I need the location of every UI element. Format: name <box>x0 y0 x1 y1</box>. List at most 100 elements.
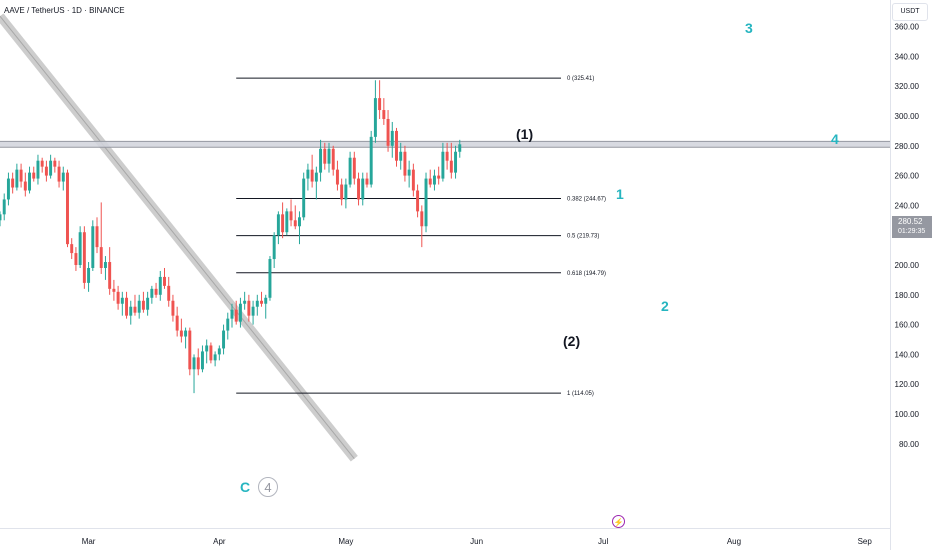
candle-body <box>74 253 78 265</box>
candle-body <box>28 172 32 191</box>
candle-body <box>373 98 377 137</box>
descending-channel-line[interactable] <box>0 13 358 462</box>
candle-body <box>458 144 462 152</box>
candle-body <box>222 330 226 349</box>
candle-body <box>133 306 137 313</box>
candle-body <box>293 220 297 227</box>
symbol-title: AAVE / TetherUS · 1D · BINANCE <box>4 6 125 15</box>
candle-body <box>251 306 255 316</box>
candle-body <box>243 300 247 304</box>
fib-level-label: 0.382 (244.67) <box>567 196 606 202</box>
candle-body <box>411 169 415 191</box>
price-tick-label: 320.00 <box>895 82 920 91</box>
candle-body <box>213 354 217 361</box>
candle-body <box>407 169 411 176</box>
candle-body <box>57 166 61 182</box>
candle-body <box>209 345 213 361</box>
resistance-band[interactable] <box>0 140 890 148</box>
price-tick-label: 180.00 <box>895 291 920 300</box>
candle-body <box>146 297 150 310</box>
candle-body <box>314 172 318 182</box>
fibonacci-retracement[interactable]: 0 (325.41) 0.382 (244.67) 0.5 (219.73) 0.61… <box>236 76 606 397</box>
bar-countdown: 01:29:35 <box>898 228 926 235</box>
candle-body <box>255 300 259 307</box>
candle-body <box>441 151 445 179</box>
candle-body <box>129 306 133 316</box>
candle-body <box>289 211 293 221</box>
price-tick-label: 100.00 <box>895 410 920 419</box>
candle-body <box>335 169 339 185</box>
wave-3-label[interactable]: 3 <box>745 20 753 36</box>
candle-body <box>403 151 407 176</box>
candle-body <box>82 232 86 283</box>
grid <box>0 0 891 550</box>
wave-2-label[interactable]: 2 <box>661 298 669 314</box>
candle-body <box>264 297 268 304</box>
candle-body <box>272 235 276 260</box>
candle-body <box>424 178 428 227</box>
candle-body <box>357 178 361 200</box>
candle-body <box>49 160 53 176</box>
fib-level-label: 0.5 (219.73) <box>567 234 599 240</box>
candle-body <box>432 175 436 185</box>
time-tick-label: Mar <box>82 537 96 546</box>
wave-c-label[interactable]: C <box>240 479 251 495</box>
time-axis[interactable]: Mar Apr May Jun Jul Aug Sep <box>82 537 873 546</box>
candle-body <box>103 262 107 268</box>
candle-body <box>306 169 310 179</box>
candle-body <box>11 178 15 188</box>
price-tick-label: 360.00 <box>895 23 920 32</box>
price-tick-label: 340.00 <box>895 52 920 61</box>
candle-body <box>276 214 280 236</box>
time-tick-label: Jul <box>598 537 608 546</box>
trendline-core <box>0 15 355 460</box>
candle-body <box>125 297 129 316</box>
candle-body <box>298 217 301 227</box>
candle-body <box>226 318 230 331</box>
price-tick-label: 240.00 <box>895 201 920 210</box>
candle-body <box>230 309 234 319</box>
candle-body <box>395 130 398 161</box>
wave-2-primary-label[interactable]: (2) <box>563 333 581 349</box>
time-tick-label: Jun <box>470 537 483 546</box>
candle-body <box>120 297 124 304</box>
candle-body <box>369 136 373 185</box>
candle-body <box>361 178 365 200</box>
candle-body <box>70 244 74 254</box>
candle-body <box>238 303 242 322</box>
candle-body <box>205 345 209 352</box>
candle-body <box>352 157 356 179</box>
candle-body <box>310 169 314 182</box>
candle-body <box>150 288 154 298</box>
candle-body <box>344 184 348 200</box>
lightning-icon[interactable]: ⚡ <box>612 515 625 528</box>
candle-body <box>428 178 432 185</box>
candle-body <box>378 98 382 111</box>
candle-body <box>36 160 40 179</box>
time-tick-label: Apr <box>213 537 226 546</box>
resistance-zone[interactable] <box>0 141 890 148</box>
candle-body <box>61 172 65 182</box>
candle-body <box>158 276 162 295</box>
wave-1-primary-label[interactable]: (1) <box>516 126 534 142</box>
candle-body <box>175 315 179 331</box>
price-tick-label: 260.00 <box>895 172 920 181</box>
price-tick-label: 160.00 <box>895 321 920 330</box>
candle-body <box>454 151 458 173</box>
candle-body <box>99 247 103 268</box>
currency-selector[interactable]: USDT <box>892 3 928 21</box>
candle-body <box>95 226 99 248</box>
candle-body <box>19 169 23 182</box>
candle-body <box>167 285 171 301</box>
candle-body <box>15 169 19 188</box>
candle-body <box>0 214 2 221</box>
candle-body <box>112 288 116 292</box>
wave-4-label[interactable]: 4 <box>831 131 839 147</box>
candle-body <box>141 300 145 310</box>
candle-body <box>260 300 263 304</box>
candle-body <box>116 291 120 304</box>
wave-4-circled-label[interactable]: 4 <box>258 477 278 497</box>
wave-1-label[interactable]: 1 <box>616 186 624 202</box>
